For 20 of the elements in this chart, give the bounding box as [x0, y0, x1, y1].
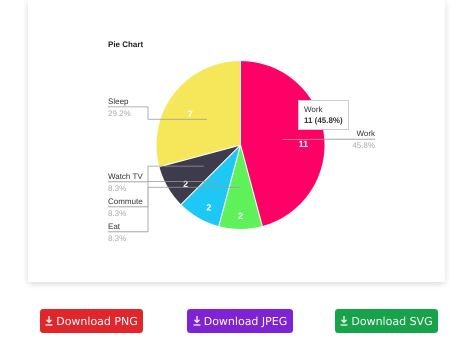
data-label: 2	[206, 202, 212, 212]
text: 8.3%	[108, 184, 126, 193]
data-label: 7	[188, 108, 193, 119]
slice-label: Commute	[108, 196, 144, 206]
text: 8.3%	[108, 234, 126, 243]
text: Download JPEG	[204, 314, 288, 328]
slice-label: Watch TV	[108, 172, 144, 181]
text: 29.2%	[108, 108, 131, 118]
text: 11 (45.8%)	[304, 115, 343, 126]
chart-title: Pie Chart	[108, 40, 144, 49]
data-label: 2	[238, 210, 244, 221]
text: Download SVG	[351, 314, 433, 328]
data-label: 11	[298, 139, 308, 150]
slice-label: Work	[304, 104, 324, 115]
text: 45.8%	[352, 141, 375, 150]
text: 8.3%	[108, 208, 126, 218]
text: Download PNG	[56, 314, 138, 328]
slice-label: Work	[356, 129, 376, 138]
slice-label: Eat	[108, 222, 121, 231]
slice-label: Sleep	[108, 96, 130, 106]
